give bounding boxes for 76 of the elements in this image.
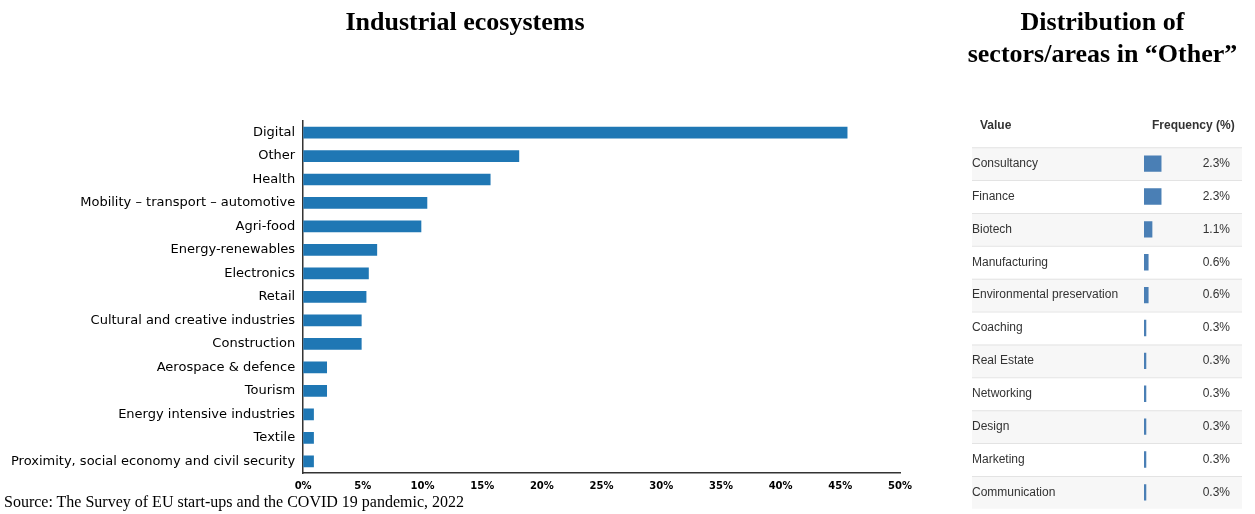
y-tick-label: Energy-renewables bbox=[170, 241, 296, 257]
y-tick-label: Health bbox=[252, 170, 296, 186]
y-tick-label: Coaching bbox=[972, 320, 1023, 335]
bar bbox=[303, 314, 362, 327]
y-tick-label: Mobility – transport – automotive bbox=[80, 194, 296, 210]
x-tick-label: 25% bbox=[589, 479, 614, 491]
y-tick-label: Other bbox=[258, 147, 296, 163]
bar bbox=[1144, 221, 1153, 238]
y-tick-label: Aerospace & defence bbox=[156, 358, 296, 374]
bar bbox=[303, 455, 314, 468]
bar bbox=[303, 173, 491, 186]
y-axis-title: Value bbox=[980, 118, 1012, 132]
y-tick-label: Real Estate bbox=[972, 353, 1035, 368]
x-tick-label: 45% bbox=[828, 479, 853, 491]
x-tick-label: 40% bbox=[768, 479, 793, 491]
y-tick-label: Cultural and creative industries bbox=[90, 311, 296, 327]
y-tick-label: Manufacturing bbox=[972, 254, 1049, 269]
y-tick-label: Communication bbox=[972, 484, 1056, 499]
bar bbox=[1144, 254, 1149, 271]
y-tick-label: Agri-food bbox=[235, 217, 296, 233]
source-note: Source: The Survey of EU start-ups and the COVID 19 pandemic, 2022 bbox=[4, 493, 465, 511]
data-label: 0.3% bbox=[1202, 418, 1231, 433]
bar bbox=[303, 244, 378, 256]
data-label: 0.3% bbox=[1202, 386, 1231, 401]
bar bbox=[303, 197, 428, 209]
data-label: 0.6% bbox=[1202, 287, 1231, 302]
y-tick-label: Environmental preservation bbox=[972, 287, 1119, 302]
data-label: 0.6% bbox=[1202, 254, 1231, 269]
y-tick-label: Biotech bbox=[972, 221, 1013, 236]
bar bbox=[303, 337, 362, 350]
data-label: 0.3% bbox=[1202, 451, 1231, 466]
y-tick-label: Consultancy bbox=[972, 155, 1039, 170]
x-tick-label: 15% bbox=[470, 479, 495, 491]
chart-title: Distribution of sectors/areas in “Other” bbox=[966, 6, 1239, 70]
y-tick-label: Design bbox=[972, 418, 1010, 433]
x-tick-label: 50% bbox=[888, 479, 912, 491]
bar bbox=[1144, 451, 1147, 468]
bar bbox=[1144, 188, 1162, 205]
data-label: 0.3% bbox=[1202, 353, 1231, 368]
data-label: 0.3% bbox=[1202, 484, 1231, 499]
chart-title: Industrial ecosystems bbox=[344, 6, 586, 38]
y-tick-label: Textile bbox=[252, 429, 296, 445]
x-tick-label: 10% bbox=[410, 479, 435, 491]
y-tick-label: Proximity, social economy and civil security bbox=[11, 452, 296, 468]
bar bbox=[303, 408, 314, 421]
bar bbox=[1144, 418, 1147, 435]
data-label: 2.3% bbox=[1202, 155, 1231, 170]
bar bbox=[1144, 484, 1147, 501]
x-tick-label: 30% bbox=[649, 479, 674, 491]
bar bbox=[303, 384, 328, 397]
data-label: 1.1% bbox=[1202, 221, 1231, 236]
y-tick-label: Tourism bbox=[243, 382, 296, 398]
y-tick-label: Energy intensive industries bbox=[118, 405, 296, 421]
y-tick-label: Construction bbox=[212, 335, 296, 351]
y-tick-label: Marketing bbox=[972, 451, 1025, 466]
y-tick-label: Electronics bbox=[224, 264, 296, 280]
x-tick-label: 35% bbox=[708, 479, 733, 491]
x-tick-label: 0% bbox=[294, 479, 312, 491]
data-label: 2.3% bbox=[1202, 188, 1231, 203]
bar bbox=[303, 150, 520, 162]
bar bbox=[303, 126, 848, 139]
y-tick-label: Networking bbox=[972, 386, 1033, 401]
bar bbox=[303, 267, 369, 280]
x-tick-label: 5% bbox=[354, 479, 372, 491]
x-axis-title: Frequency (%) bbox=[1152, 118, 1235, 132]
y-tick-label: Digital bbox=[252, 123, 296, 139]
bar bbox=[303, 220, 422, 233]
y-tick-label: Finance bbox=[972, 188, 1016, 203]
bar bbox=[1144, 155, 1162, 172]
bar bbox=[303, 361, 328, 374]
bar bbox=[1144, 286, 1149, 304]
bar bbox=[303, 291, 367, 303]
x-tick-label: 20% bbox=[529, 479, 554, 491]
y-tick-label: Retail bbox=[258, 288, 296, 304]
bar bbox=[303, 431, 314, 444]
data-label: 0.3% bbox=[1202, 320, 1231, 335]
